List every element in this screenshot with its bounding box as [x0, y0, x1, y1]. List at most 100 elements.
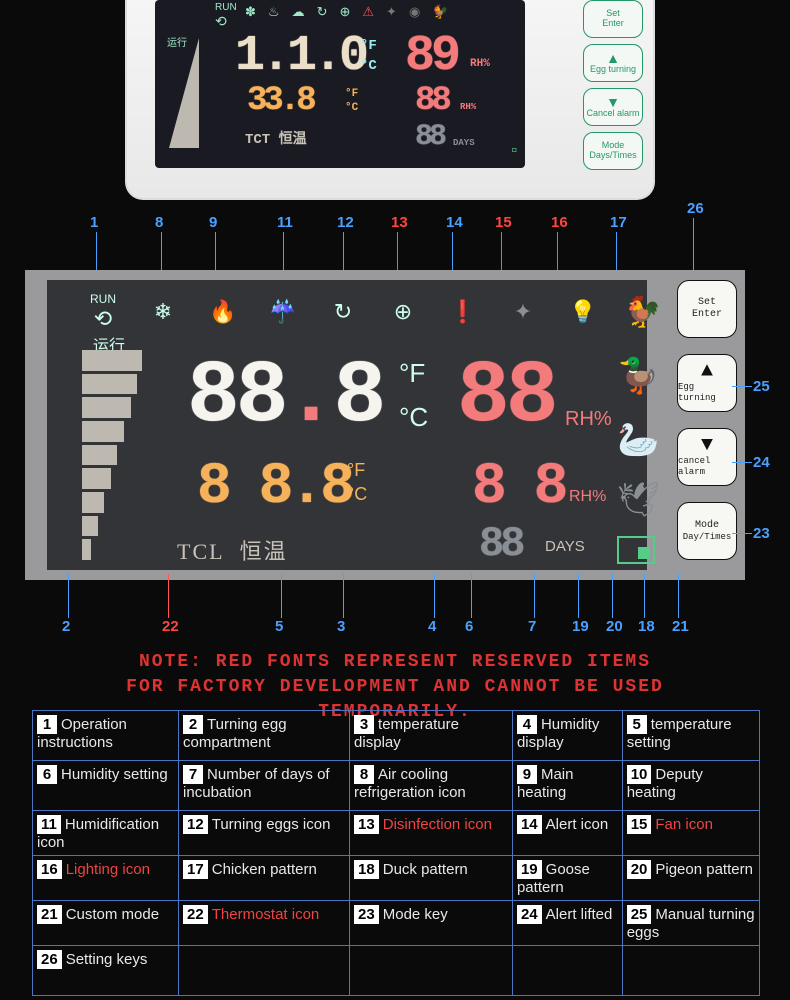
legend-cell-5: 5temperature setting: [622, 711, 759, 761]
legend-cell-20: 20Pigeon pattern: [622, 856, 759, 901]
set-enter-button[interactable]: Set Enter: [677, 280, 737, 338]
callout-24: 24: [753, 454, 770, 471]
panel-screen: RUN ⟲ ❄ 🔥 ☔ ↻ ⊕ ❗ ✦ 💡 🐓 运行: [47, 280, 647, 570]
level-gauge: [82, 350, 142, 560]
duck-icon: 🦆: [617, 356, 659, 396]
callout-5: 5: [275, 618, 283, 635]
top-device-preview: RUN ⟲ ✽ ♨ ☁ ↻ ⊕ ⚠ ✦ ◉ 🐓 1.1.0 °F °C 89 R…: [125, 0, 655, 200]
tcl-label: TCL 恒温: [177, 534, 288, 566]
pigeon-icon: 🕊: [617, 480, 660, 520]
top-temp-set-c: °C: [345, 102, 358, 114]
set-deg-c: °C: [347, 484, 367, 505]
callout-4: 4: [428, 618, 436, 635]
top-temp-unit-c: °C: [360, 58, 377, 74]
fan-icon: ✦: [507, 292, 539, 332]
legend-cell-15: 15Fan icon: [622, 811, 759, 856]
top-device-screen: RUN ⟲ ✽ ♨ ☁ ↻ ⊕ ⚠ ✦ ◉ 🐓 1.1.0 °F °C 89 R…: [155, 0, 525, 168]
run-label: RUN ⟲: [215, 2, 237, 30]
legend-table: 1Operation instructions2Turning egg comp…: [32, 710, 760, 996]
callout-23: 23: [753, 525, 770, 542]
callout-14: 14: [446, 214, 463, 231]
set-enter-button-top[interactable]: Set Enter: [583, 0, 643, 38]
temperature-display: 88.8: [187, 348, 382, 447]
plus-icon: ⊕: [339, 4, 350, 20]
callout-16: 16: [551, 214, 568, 231]
snowflake-icon: ✽: [245, 4, 256, 20]
callout-8: 8: [155, 214, 163, 231]
deg-f: °F: [399, 358, 425, 389]
callout-20: 20: [606, 618, 623, 635]
callout-1: 1: [90, 214, 98, 231]
deg-c: °C: [399, 402, 428, 433]
annotated-panel: RUN ⟲ ❄ 🔥 ☔ ↻ ⊕ ❗ ✦ 💡 🐓 运行: [25, 270, 745, 580]
top-side-buttons: Set Enter ▲ Egg turning ▼ Cancel alarm M…: [583, 0, 643, 170]
legend-cell-10: 10Deputy heating: [622, 761, 759, 811]
callout-13: 13: [391, 214, 408, 231]
flame-icon: ♨: [268, 4, 280, 20]
alert-icon: ⚠: [362, 4, 374, 20]
set-deg-f: °F: [347, 460, 365, 481]
plus-disinfect-icon: ⊕: [387, 292, 419, 332]
chicken-icon: 🐓: [432, 4, 448, 20]
gauge-wedge: [169, 38, 199, 148]
legend-cell-9: 9Main heating: [512, 761, 622, 811]
cloud-icon: ☔: [267, 292, 299, 332]
days-label: DAYS: [545, 538, 585, 555]
callout-15: 15: [495, 214, 512, 231]
humidity-setting: 8 8: [472, 455, 564, 520]
rh-label: RH%: [565, 408, 612, 431]
legend-cell-1: 1Operation instructions: [33, 711, 179, 761]
legend-cell-26: 26Setting keys: [33, 946, 179, 996]
callout-22: 22: [162, 618, 179, 635]
top-days-label: DAYS: [453, 138, 475, 148]
callout-3: 3: [337, 618, 345, 635]
top-hum-set: 88: [415, 82, 448, 120]
callout-25: 25: [753, 378, 770, 395]
callout-11: 11: [277, 214, 293, 231]
callout-2: 2: [62, 618, 70, 635]
legend-cell-21: 21Custom mode: [33, 901, 179, 946]
legend-cell-4: 4Humidity display: [512, 711, 622, 761]
humidity-display: 88: [457, 348, 555, 447]
cancel-alarm-button[interactable]: ▼ cancel alarm: [677, 428, 737, 486]
egg-turning-button[interactable]: ▲ Egg turning: [677, 354, 737, 412]
callout-17: 17: [610, 214, 627, 231]
run-cn-top: 运行: [167, 34, 187, 49]
legend-cell-25: 25Manual turning eggs: [622, 901, 759, 946]
top-rh: RH%: [470, 58, 490, 70]
callout-9: 9: [209, 214, 217, 231]
cloud-icon: ☁: [292, 4, 305, 20]
legend-cell-22: 22Thermostat icon: [179, 901, 350, 946]
legend-cell-18: 18Duck pattern: [350, 856, 513, 901]
legend-cell-16: 16Lighting icon: [33, 856, 179, 901]
top-tct: TCT 恒温: [245, 128, 307, 148]
panel-icon-row: RUN ⟲ ❄ 🔥 ☔ ↻ ⊕ ❗ ✦ 💡 🐓: [87, 292, 659, 332]
legend-cell-2: 2Turning egg compartment: [179, 711, 350, 761]
legend-cell-11: 11Humidification icon: [33, 811, 179, 856]
legend-cell-13: 13Disinfection icon: [350, 811, 513, 856]
top-days: 88: [415, 120, 443, 154]
egg-turning-button-top[interactable]: ▲ Egg turning: [583, 44, 643, 82]
panel-side-buttons: Set Enter ▲ Egg turning ▼ cancel alarm M…: [677, 280, 737, 560]
top-temp-unit-f: °F: [360, 38, 377, 54]
callout-12: 12: [337, 214, 354, 231]
legend-cell-23: 23Mode key: [350, 901, 513, 946]
mode-button[interactable]: Mode Day/Times: [677, 502, 737, 560]
callout-26: 26: [687, 200, 704, 217]
snowflake-icon: ❄: [147, 292, 179, 332]
cancel-alarm-button-top[interactable]: ▼ Cancel alarm: [583, 88, 643, 126]
legend-cell-24: 24Alert lifted: [512, 901, 622, 946]
legend-cell-12: 12Turning eggs icon: [179, 811, 350, 856]
top-hum-main: 89: [405, 28, 457, 85]
legend-cell-7: 7Number of days of incubation: [179, 761, 350, 811]
callout-21: 21: [672, 618, 689, 635]
bulb-icon: 💡: [567, 292, 599, 332]
goose-icon: 🦢: [617, 420, 659, 460]
legend-cell-8: 8Air cooling refrigeration icon: [350, 761, 513, 811]
legend-cell-3: 3temperature display: [350, 711, 513, 761]
mode-button-top[interactable]: Mode Days/Times: [583, 132, 643, 170]
mode-indicator-top: ▫: [511, 142, 517, 160]
top-temp-main: 1.1.0: [235, 28, 365, 85]
legend-cell-19: 19Goose pattern: [512, 856, 622, 901]
callout-6: 6: [465, 618, 473, 635]
